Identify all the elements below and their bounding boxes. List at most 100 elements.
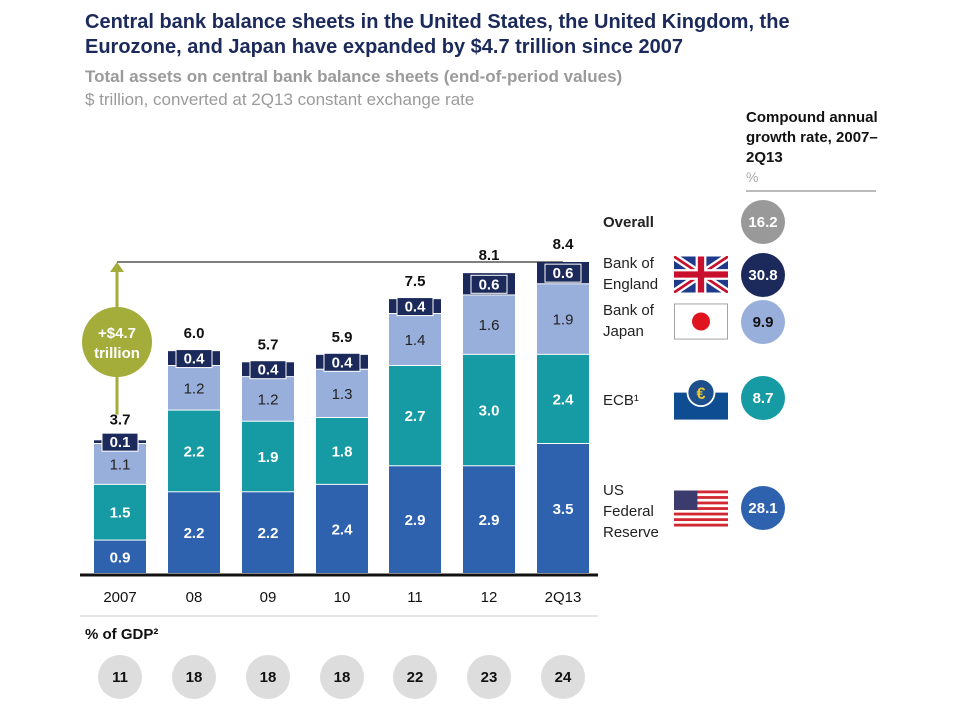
- bar-segment-ecb: [537, 354, 589, 443]
- data-label: 2.2: [258, 525, 279, 542]
- total-label: 8.1: [479, 247, 500, 264]
- overall-label: Overall: [603, 214, 654, 231]
- bar-segment-us-federal-reserve: [242, 492, 294, 573]
- legend-label-fed: US Federal Reserve: [603, 482, 659, 541]
- x-tick-label: 08: [185, 589, 203, 606]
- data-label: 1.5: [110, 505, 131, 522]
- bar-segment-bank-of-japan: [463, 295, 515, 354]
- us-flag-icon: [674, 490, 728, 527]
- bar-segment-bank-of-japan: [316, 369, 368, 417]
- unit-note: $ trillion, converted at 2Q13 constant e…: [85, 90, 475, 109]
- boe-value-badge: [175, 349, 213, 369]
- total-label: 3.7: [110, 411, 131, 428]
- overall-cagr: 16.2: [741, 200, 785, 244]
- total-label: 6.0: [184, 325, 205, 342]
- bar-segment-ecb: [316, 418, 368, 484]
- bar-segment-bank-of-japan: [168, 366, 220, 410]
- growth-unit: trillion: [94, 345, 140, 362]
- svg-text:€: €: [696, 385, 705, 403]
- bar-segment-bank-of-japan: [242, 377, 294, 421]
- gdp-value: 11: [98, 655, 142, 699]
- gdp-value: 23: [467, 655, 511, 699]
- gdp-label: % of GDP²: [85, 626, 159, 643]
- data-label: 2.9: [479, 512, 500, 529]
- data-label: 2.9: [405, 512, 426, 529]
- data-label: 1.9: [258, 449, 279, 466]
- arrow-head-icon: [110, 262, 124, 272]
- x-tick-label: 11: [407, 589, 423, 606]
- data-label: 1.6: [479, 317, 500, 334]
- x-tick-label: 10: [333, 589, 351, 606]
- data-label: 3.0: [479, 403, 500, 420]
- boe-value-badge: [101, 432, 139, 452]
- total-label: 5.7: [258, 336, 279, 353]
- bar-segment-bank-of-japan: [389, 314, 441, 365]
- bar-segment-us-federal-reserve: [389, 466, 441, 573]
- data-label: 2.7: [405, 408, 426, 425]
- bar-segment-ecb: [242, 421, 294, 492]
- data-label: 1.3: [332, 386, 353, 403]
- legend-label-boe: Bank of England: [603, 255, 659, 293]
- bar-segment-us-federal-reserve: [168, 492, 220, 573]
- gdp-value: 18: [246, 655, 290, 699]
- boe-value-badge: [323, 352, 361, 372]
- boe-cagr: 30.8: [741, 253, 785, 297]
- boe-value-badge: [249, 360, 287, 380]
- cagr-unit: %: [746, 169, 759, 185]
- data-label: 1.2: [184, 380, 205, 397]
- total-label: 5.9: [332, 329, 353, 346]
- boe-value-badge: [396, 297, 434, 317]
- boj-cagr: 9.9: [741, 300, 785, 344]
- gdp-value: 24: [541, 655, 585, 699]
- bar-segment-ecb: [463, 354, 515, 466]
- legend-label-boj: Bank of Japan: [603, 302, 654, 340]
- bar-segment-us-federal-reserve: [316, 484, 368, 573]
- growth-bubble: [82, 307, 152, 377]
- bar-segment-bank-of-japan: [537, 284, 589, 354]
- x-tick-label: 12: [480, 589, 498, 606]
- ecb-logo-icon: €: [674, 378, 728, 420]
- boe-value-badge: [470, 274, 508, 294]
- x-tick-label: 2007: [103, 589, 137, 606]
- divider: [746, 190, 876, 192]
- data-label: 1.4: [405, 332, 426, 349]
- bar-segment-ecb: [389, 366, 441, 466]
- data-label: 0.9: [110, 549, 131, 566]
- legend-label-ecb: ECB¹: [603, 392, 639, 409]
- gdp-value: 18: [172, 655, 216, 699]
- total-label: 8.4: [553, 236, 575, 253]
- gdp-value: 18: [320, 655, 364, 699]
- bar-segment-us-federal-reserve: [537, 444, 589, 573]
- data-label: 1.1: [110, 456, 131, 473]
- chart-title: Central bank balance sheets in the Unite…: [85, 11, 790, 58]
- fed-cagr: 28.1: [741, 486, 785, 530]
- cagr-header: Compound annual growth rate, 2007–2Q13: [746, 109, 878, 166]
- data-label: 0.4: [332, 354, 354, 371]
- gdp-value: 22: [393, 655, 437, 699]
- data-label: 0.6: [553, 265, 574, 282]
- data-label: 1.9: [553, 312, 574, 329]
- data-label: 2.4: [332, 521, 354, 538]
- japan-flag-icon: [674, 303, 728, 340]
- data-label: 2.2: [184, 443, 205, 460]
- bar-segment-ecb: [168, 410, 220, 492]
- data-label: 2.2: [184, 525, 205, 542]
- data-label: 3.5: [553, 501, 574, 518]
- growth-amount: +$4.7: [98, 325, 136, 342]
- data-label: 1.8: [332, 443, 353, 460]
- data-label: 1.2: [258, 391, 279, 408]
- data-label: 0.4: [184, 351, 206, 368]
- x-tick-label: 09: [259, 589, 277, 606]
- data-label: 0.4: [405, 299, 427, 316]
- x-tick-label: 2Q13: [544, 589, 582, 606]
- bar-segment-ecb: [94, 484, 146, 540]
- data-label: 0.4: [258, 362, 280, 379]
- bar-segment-us-federal-reserve: [463, 466, 515, 573]
- ecb-cagr: 8.7: [741, 376, 785, 420]
- data-label: 0.1: [110, 434, 131, 451]
- chart-subtitle: Total assets on central bank balance she…: [85, 67, 623, 86]
- data-label: 2.4: [553, 391, 575, 408]
- data-label: 0.6: [479, 276, 500, 293]
